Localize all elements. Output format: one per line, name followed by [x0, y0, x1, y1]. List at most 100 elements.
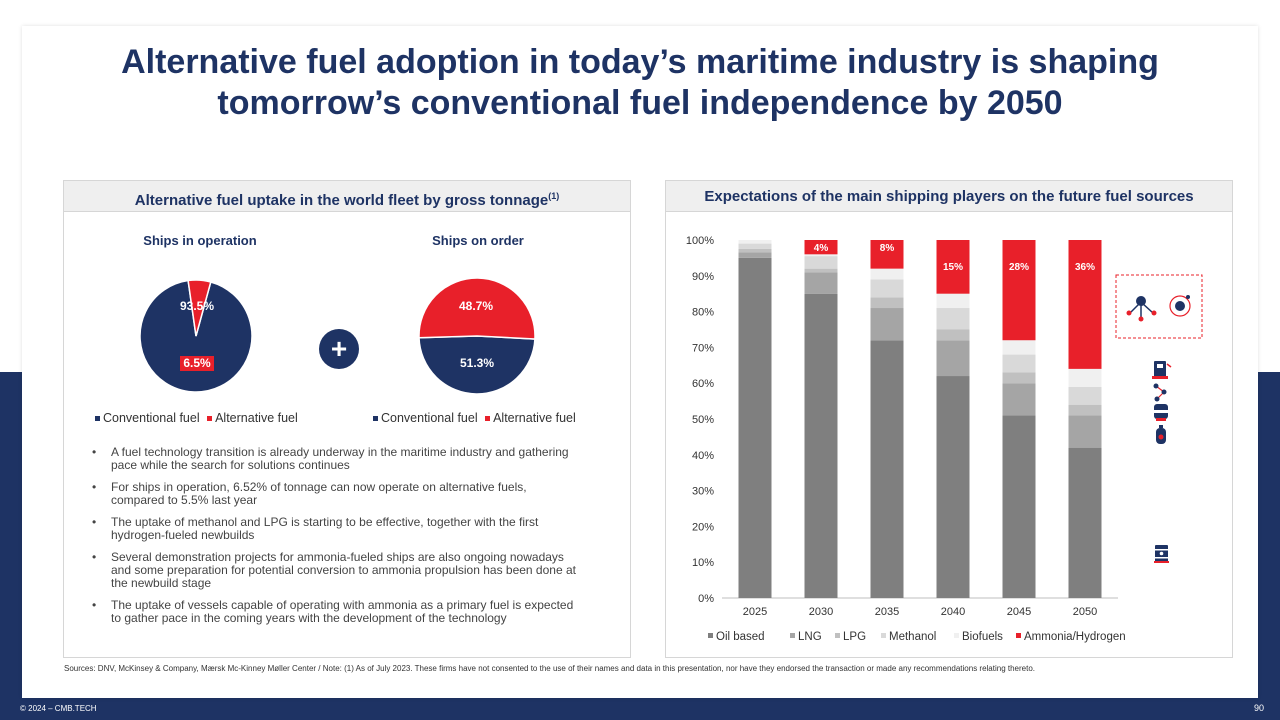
left-panel-heading-text: Alternative fuel uptake in the world fle…: [134, 192, 549, 209]
bar-2035-biofuels: [870, 268, 904, 280]
pie-operation-slice-conventional: [139, 279, 253, 393]
bar-2050-lpg: [1068, 404, 1102, 416]
right-panel-heading: Expectations of the main shipping player…: [666, 181, 1232, 212]
title-line-2: tomorrow’s conventional fuel independenc…: [217, 84, 1063, 122]
bar-2035-oil-based: [870, 340, 904, 598]
bar-2040-lpg: [936, 329, 970, 341]
hydrogen-icon: [1169, 295, 1191, 317]
bar-2035-methanol: [870, 279, 904, 298]
oil-barrel-icon: [1154, 545, 1169, 563]
icon-callout-box: [1115, 274, 1203, 339]
pie-operation-value-label: 93.5%: [180, 299, 214, 313]
data-label: 36%: [1075, 262, 1095, 273]
legend-swatch-alternative: [207, 416, 213, 422]
y-tick-label: 70%: [692, 342, 714, 354]
legend-swatch: [708, 633, 713, 638]
y-tick-label: 100%: [686, 235, 714, 247]
y-tick-label: 40%: [692, 450, 714, 462]
data-label: 15%: [943, 262, 963, 273]
bar-2050-lng: [1068, 415, 1102, 448]
bar-2030-methanol: [804, 256, 838, 269]
bar-2050-ammonia-hydrogen: [1068, 240, 1102, 369]
y-tick-label: 60%: [692, 378, 714, 390]
bar-2040-oil-based: [936, 376, 970, 598]
pie-operation-value-label: 6.5%: [183, 356, 211, 370]
y-tick-label: 80%: [692, 307, 714, 319]
pie-operation-slice-alternative: [187, 279, 212, 337]
bullet-item: The uptake of vessels capable of operati…: [86, 599, 581, 625]
lng-tank-icon: [1154, 404, 1168, 421]
y-tick-label: 50%: [692, 414, 714, 426]
bar-2045-lpg: [1002, 372, 1036, 384]
pie-legend-order: Conventional fuel Alternative fuel: [373, 411, 576, 425]
pie-title-order: Ships on order: [432, 233, 524, 248]
plus-icon: [319, 329, 359, 369]
title-line-1: Alternative fuel adoption in today’s mar…: [121, 43, 1159, 81]
slide-title: Alternative fuel adoption in today’s mar…: [22, 42, 1258, 124]
legend-label: Methanol: [889, 631, 936, 643]
page-number: 90: [1253, 703, 1264, 713]
legend-label-conventional: Conventional fuel: [103, 411, 200, 425]
legend-swatch: [954, 633, 959, 638]
bar-2040-biofuels: [936, 293, 970, 309]
y-tick-label: 20%: [692, 521, 714, 533]
pie-order-slice-conventional: [418, 335, 536, 395]
bar-2030-ammonia-hydrogen: [804, 240, 838, 255]
bar-2030-lng: [804, 272, 838, 294]
bar-2045-methanol: [1002, 354, 1036, 373]
legend-swatch-conventional: [373, 416, 378, 422]
legend-swatch-conventional: [95, 416, 100, 422]
bar-2050-oil-based: [1068, 447, 1102, 598]
legend-label: Ammonia/Hydrogen: [1024, 631, 1126, 643]
legend-label: LNG: [798, 631, 822, 643]
y-tick-label: 10%: [692, 557, 714, 569]
bar-2030-lpg: [804, 268, 838, 273]
bar-2025-methanol: [738, 243, 772, 249]
bar-2035-lpg: [870, 297, 904, 309]
legend-swatch: [881, 633, 886, 638]
molecule-icon: [1153, 383, 1167, 402]
bar-2025-oil-based: [738, 257, 772, 598]
bar-2050-biofuels: [1068, 368, 1102, 387]
copyright: © 2024 – CMB.TECH: [20, 704, 97, 713]
bar-2045-oil-based: [1002, 415, 1036, 598]
legend-swatch-alternative: [485, 416, 491, 422]
bar-2045-biofuels: [1002, 340, 1036, 355]
legend-label-alternative: Alternative fuel: [493, 411, 576, 425]
bar-2030-oil-based: [804, 293, 838, 598]
bar-2040-lng: [936, 340, 970, 377]
legend-label: LPG: [843, 631, 866, 643]
bar-2035-ammonia-hydrogen: [870, 240, 904, 269]
gas-cylinder-icon: [1156, 425, 1166, 444]
bar-2030-biofuels: [804, 254, 838, 257]
x-tick-label: 2050: [1073, 606, 1097, 618]
legend-swatch: [1016, 633, 1021, 638]
bar-2040-methanol: [936, 308, 970, 330]
x-tick-label: 2045: [1007, 606, 1031, 618]
y-tick-label: 90%: [692, 271, 714, 283]
x-tick-label: 2035: [875, 606, 899, 618]
pie-order-value-label: 48.7%: [459, 299, 493, 313]
legend-label-alternative: Alternative fuel: [215, 411, 298, 425]
data-label: 28%: [1009, 262, 1029, 273]
left-panel-heading: Alternative fuel uptake in the world fle…: [64, 181, 630, 212]
nitrogen-hydrogen-molecule-icon: [1126, 296, 1157, 322]
y-tick-label: 0%: [698, 593, 714, 605]
legend-swatch: [835, 633, 840, 638]
bullet-list: A fuel technology transition is already …: [86, 446, 581, 634]
bar-2040-ammonia-hydrogen: [936, 240, 970, 294]
x-tick-label: 2030: [809, 606, 833, 618]
legend-swatch: [790, 633, 795, 638]
data-label: 4%: [814, 243, 829, 254]
bar-2025-lpg: [738, 248, 772, 253]
x-tick-label: 2040: [941, 606, 965, 618]
pie-operation-label-box: [180, 356, 214, 371]
bar-2045-ammonia-hydrogen: [1002, 240, 1036, 341]
footer-bar: [0, 700, 1280, 720]
fuel-pump-icon: [1152, 361, 1172, 379]
pie-order-slice-alternative: [418, 277, 536, 340]
bullet-item: For ships in operation, 6.52% of tonnage…: [86, 481, 581, 507]
pie-title-operation: Ships in operation: [143, 233, 257, 248]
